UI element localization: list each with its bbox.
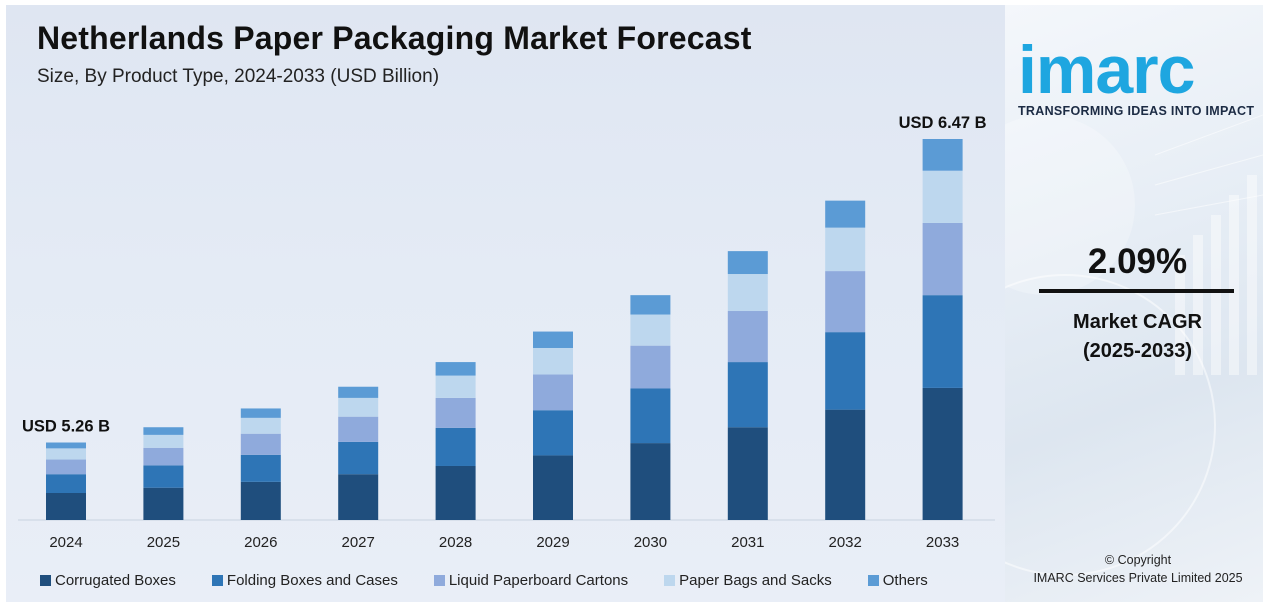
bar-2025-paper-bags-and-sacks bbox=[143, 434, 184, 448]
bar-2024-paper-bags-and-sacks bbox=[46, 448, 86, 460]
bar-2028-folding-boxes-and-cases bbox=[435, 427, 476, 466]
background-chart-decoration bbox=[1005, 114, 1263, 576]
bar-2025-folding-boxes-and-cases bbox=[143, 465, 184, 488]
legend-swatch bbox=[211, 574, 223, 586]
copyright-line1: © Copyright bbox=[1104, 553, 1172, 567]
bar-2033-paper-bags-and-sacks bbox=[922, 170, 963, 223]
x-tick-label-2031: 2031 bbox=[731, 534, 764, 551]
x-tick-label-2028: 2028 bbox=[439, 534, 472, 551]
x-tick-label-2025: 2025 bbox=[147, 534, 180, 551]
imarc-logo: imarc TRANSFORMING IDEAS INTO IMPACT bbox=[1018, 32, 1258, 118]
x-tick-label-2024: 2024 bbox=[49, 534, 82, 551]
stacked-bar-chart: 2024 USD 5.26 B 2025 2026 2027 2028 2029 2030 20… bbox=[18, 114, 995, 551]
bar-2031-liquid-paperboard-cartons bbox=[727, 311, 768, 363]
legend-item-folding-boxes-and-cases: Folding Boxes and Cases bbox=[211, 571, 398, 589]
bar-2024-liquid-paperboard-cartons bbox=[46, 459, 86, 475]
value-label-2024: USD 5.26 B bbox=[22, 418, 110, 436]
bar-2029-paper-bags-and-sacks bbox=[533, 347, 573, 375]
logo-tagline: TRANSFORMING IDEAS INTO IMPACT bbox=[1018, 104, 1255, 118]
bar-2024-others bbox=[46, 442, 86, 449]
legend-item-paper-bags-and-sacks: Paper Bags and Sacks bbox=[664, 572, 832, 589]
bar-2029-folding-boxes-and-cases bbox=[533, 410, 573, 456]
bar-2030-folding-boxes-and-cases bbox=[630, 388, 671, 444]
x-tick-label-2029: 2029 bbox=[536, 534, 569, 551]
bar-2031-others bbox=[727, 251, 768, 275]
bar-2032-liquid-paperboard-cartons bbox=[825, 271, 866, 333]
chart-subtitle: Size, By Product Type, 2024-2033 (USD Bi… bbox=[37, 66, 440, 87]
bar-2032-paper-bags-and-sacks bbox=[825, 227, 866, 272]
bar-2032-corrugated-boxes bbox=[825, 409, 866, 520]
copyright-notice: © Copyright IMARC Services Private Limit… bbox=[1010, 551, 1266, 587]
bar-2033-others bbox=[922, 139, 963, 171]
bar-2026-liquid-paperboard-cartons bbox=[240, 433, 281, 455]
bar-2033-corrugated-boxes bbox=[922, 387, 963, 520]
bar-2032-folding-boxes-and-cases bbox=[825, 332, 866, 410]
cagr-label-line2: (2025-2033) bbox=[1083, 340, 1192, 362]
bar-2027-others bbox=[338, 386, 379, 398]
bar-2027-paper-bags-and-sacks bbox=[338, 397, 379, 417]
bar-2024-corrugated-boxes bbox=[46, 492, 86, 520]
x-tick-label-2030: 2030 bbox=[634, 534, 667, 551]
bar-2026-folding-boxes-and-cases bbox=[240, 454, 281, 482]
bar-2028-others bbox=[435, 362, 476, 376]
copyright-line2: IMARC Services Private Limited 2025 bbox=[1033, 571, 1243, 585]
bar-2027-corrugated-boxes bbox=[338, 474, 379, 520]
cagr-divider bbox=[1039, 289, 1234, 293]
legend-label: Others bbox=[882, 571, 928, 589]
bar-2032-others bbox=[825, 200, 866, 228]
bar-2025-others bbox=[143, 427, 184, 435]
bar-2033-folding-boxes-and-cases bbox=[922, 295, 963, 388]
cagr-label: Market CAGR (2025-2033) bbox=[1040, 308, 1235, 366]
legend-item-others: Others bbox=[867, 571, 928, 589]
bar-2025-liquid-paperboard-cartons bbox=[143, 447, 184, 466]
legend-label: Paper Bags and Sacks bbox=[679, 571, 832, 589]
bar-2026-others bbox=[240, 408, 281, 418]
bar-2033-liquid-paperboard-cartons bbox=[922, 222, 963, 296]
value-label-2033: USD 6.47 B bbox=[899, 114, 987, 132]
bar-2030-corrugated-boxes bbox=[630, 443, 671, 520]
logo-wordmark: imarc bbox=[1018, 32, 1195, 108]
bar-2024-folding-boxes-and-cases bbox=[46, 474, 86, 493]
legend-swatch bbox=[664, 574, 676, 586]
bar-2029-corrugated-boxes bbox=[533, 455, 573, 520]
brand-panel bbox=[1005, 5, 1263, 602]
bar-2027-liquid-paperboard-cartons bbox=[338, 416, 379, 442]
x-tick-label-2027: 2027 bbox=[342, 534, 375, 551]
bar-2030-others bbox=[630, 295, 671, 315]
bar-2031-paper-bags-and-sacks bbox=[727, 274, 768, 312]
legend-swatch bbox=[40, 574, 51, 586]
bar-2030-liquid-paperboard-cartons bbox=[630, 345, 671, 389]
bar-2031-folding-boxes-and-cases bbox=[727, 362, 768, 428]
legend-swatch bbox=[867, 574, 879, 586]
legend-label: Liquid Paperboard Cartons bbox=[448, 571, 629, 589]
cagr-value: 2.09% bbox=[1087, 242, 1188, 281]
bar-2028-corrugated-boxes bbox=[435, 465, 476, 520]
bar-2025-corrugated-boxes bbox=[143, 487, 184, 520]
legend-label: Corrugated Boxes bbox=[55, 571, 176, 589]
chart-title: Netherlands Paper Packaging Market Forec… bbox=[37, 20, 752, 56]
bar-2026-corrugated-boxes bbox=[240, 481, 281, 520]
bar-2028-paper-bags-and-sacks bbox=[435, 375, 476, 398]
bar-2028-liquid-paperboard-cartons bbox=[435, 397, 476, 428]
bars-layer bbox=[46, 139, 963, 520]
x-tick-label-2033: 2033 bbox=[926, 534, 959, 551]
cagr-label-line1: Market CAGR bbox=[1073, 311, 1202, 333]
legend-item-corrugated-boxes: Corrugated Boxes bbox=[40, 572, 176, 589]
x-tick-label-2026: 2026 bbox=[244, 534, 277, 551]
legend-label: Folding Boxes and Cases bbox=[226, 571, 398, 589]
bar-2030-paper-bags-and-sacks bbox=[630, 314, 671, 346]
bar-2026-paper-bags-and-sacks bbox=[240, 417, 281, 434]
bar-2029-others bbox=[533, 331, 573, 348]
x-tick-label-2032: 2032 bbox=[829, 534, 862, 551]
legend-swatch bbox=[433, 574, 445, 586]
legend-item-liquid-paperboard-cartons: Liquid Paperboard Cartons bbox=[433, 571, 629, 589]
chart-legend: Corrugated Boxes Folding Boxes and Cases L… bbox=[40, 570, 964, 590]
bar-2029-liquid-paperboard-cartons bbox=[533, 374, 573, 411]
bar-2027-folding-boxes-and-cases bbox=[338, 441, 379, 475]
labels-layer: 2024 USD 5.26 B 2025 2026 2027 2028 2029 2030 20… bbox=[22, 114, 987, 551]
bar-2031-corrugated-boxes bbox=[727, 427, 768, 520]
